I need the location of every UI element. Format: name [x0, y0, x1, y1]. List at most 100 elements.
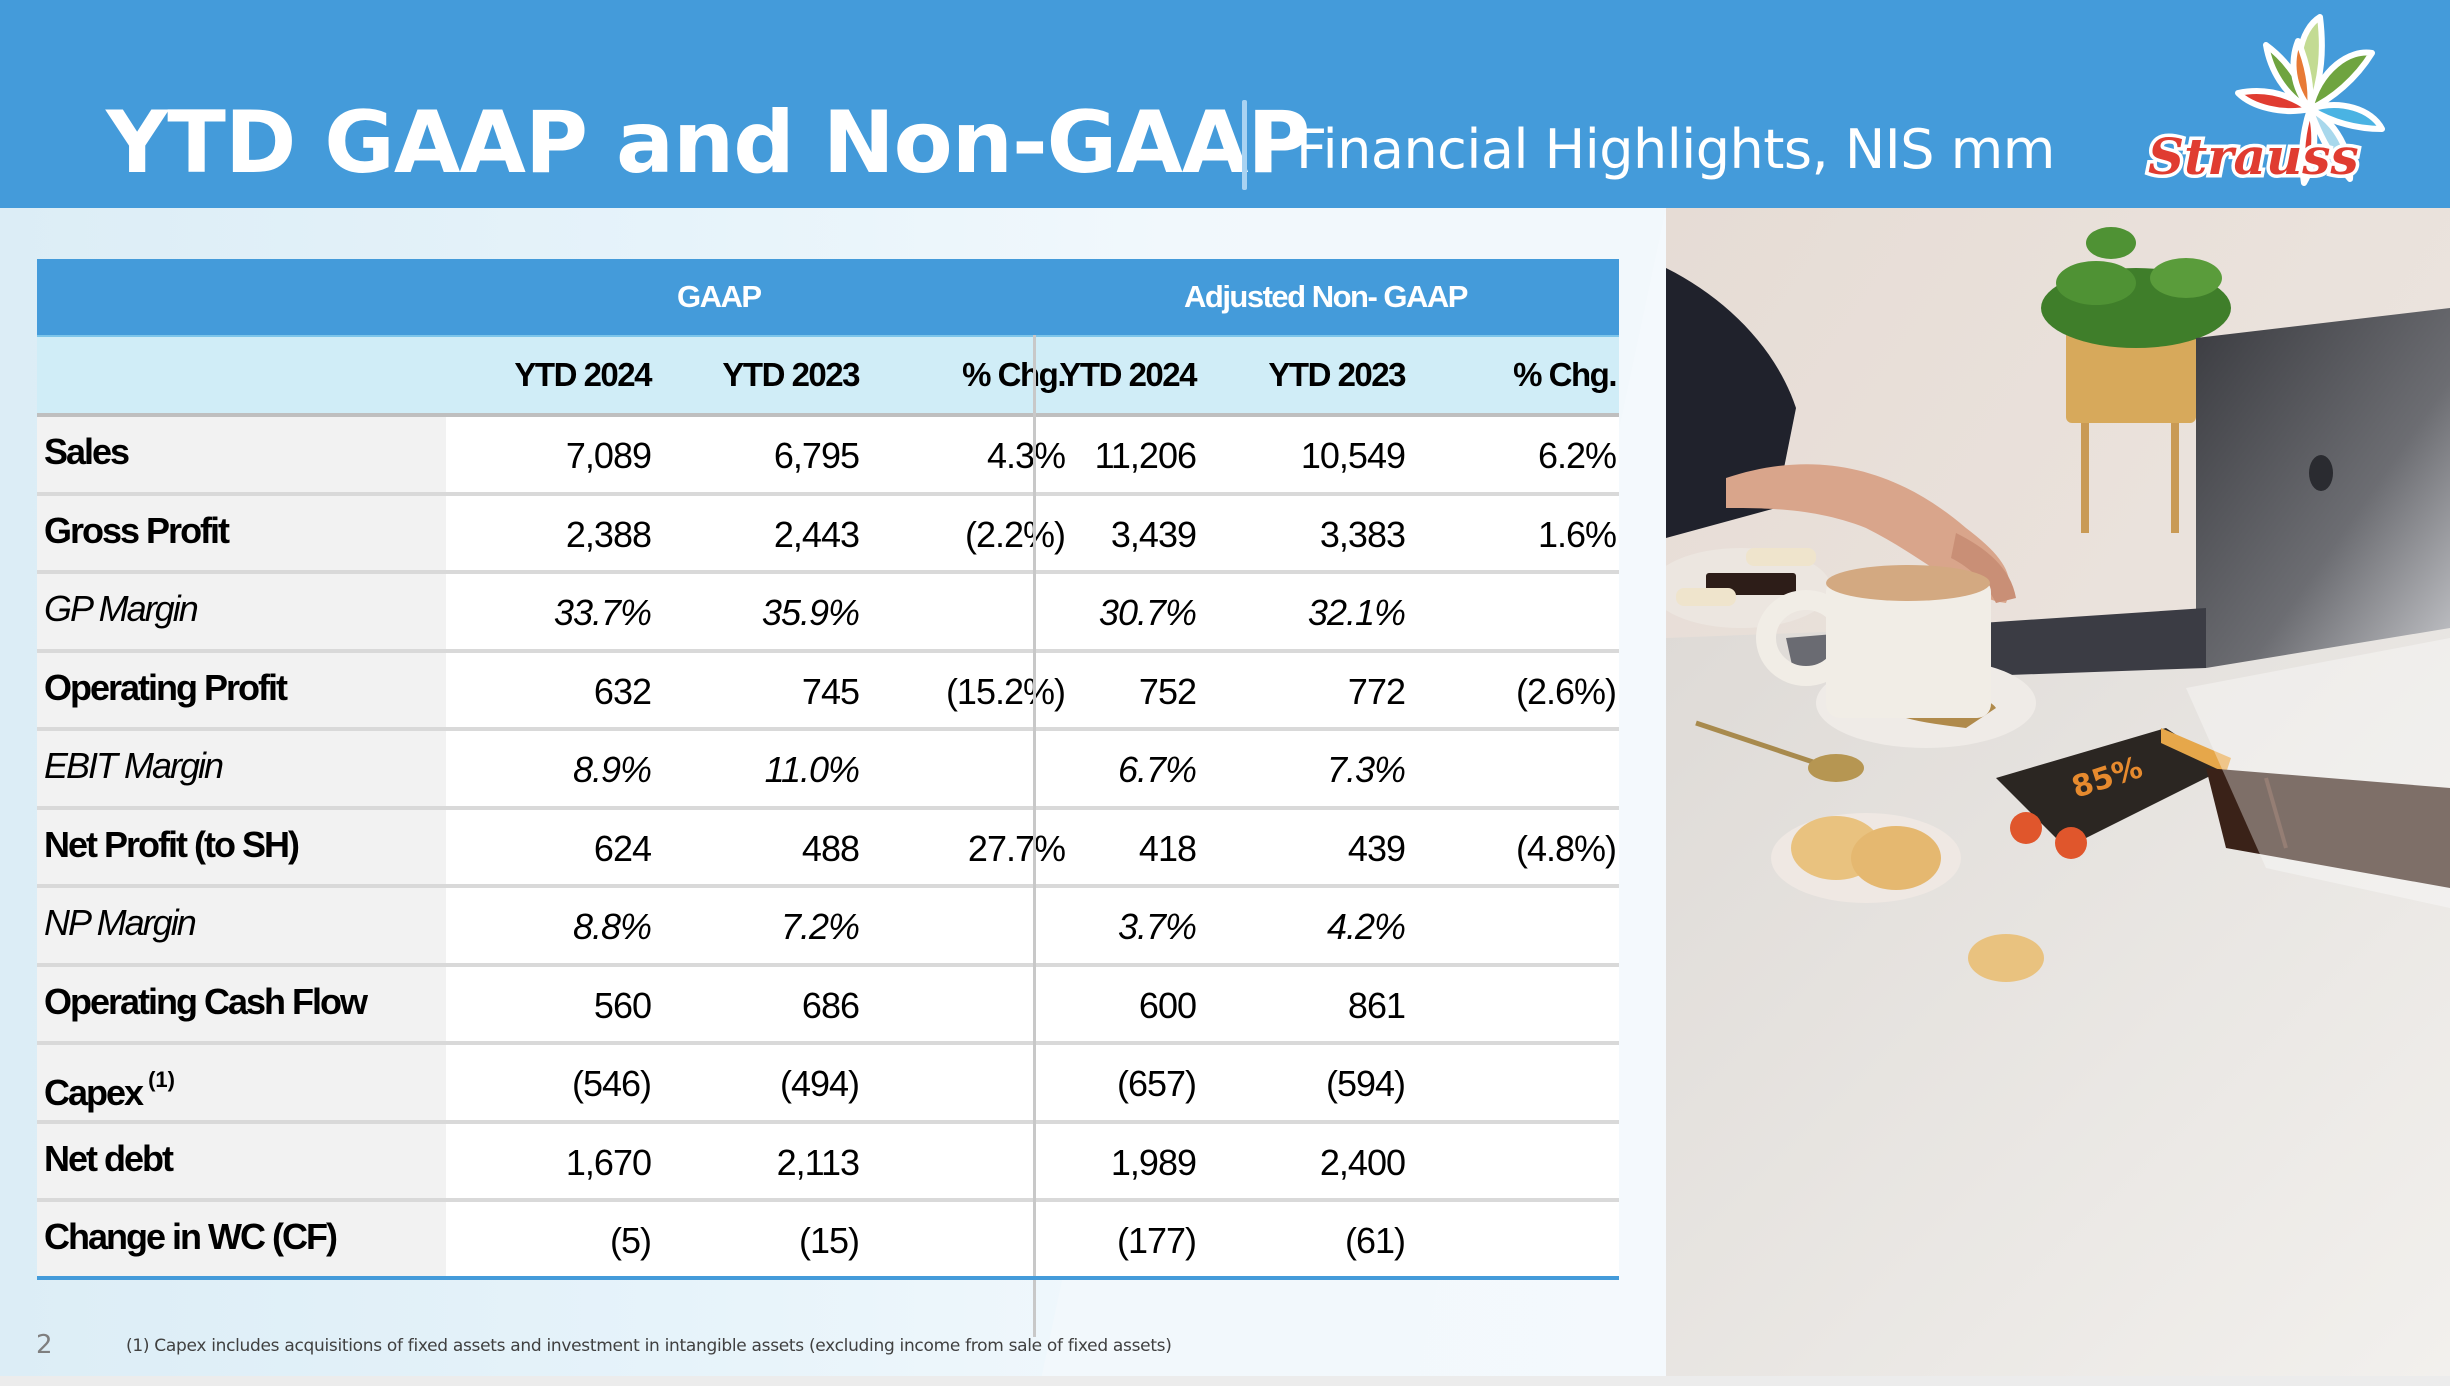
cell-nongaap-ytd2024: 6.7% [1117, 749, 1197, 790]
cell-nongaap-ytd2024: 1,989 [1110, 1141, 1197, 1183]
cell-gaap-ytd2024: 2,388 [565, 513, 652, 555]
table-row: Capex (1) (546) (494) (657) (594) [37, 1041, 1619, 1120]
row-label: Change in WC (CF) [44, 1202, 338, 1272]
row-label: EBIT Margin [44, 731, 224, 801]
cell-gaap-ytd2023: 6,795 [773, 435, 860, 476]
table-row: Net debt 1,670 2,113 1,989 2,400 [37, 1119, 1619, 1198]
cell-gaap-ytd2023: 2,113 [776, 1141, 860, 1183]
page-number: 2 [36, 1330, 53, 1360]
table-row: Operating Cash Flow 560 686 600 861 [37, 962, 1619, 1041]
cell-nongaap-chg: (4.8%) [1515, 827, 1617, 869]
cell-gaap-ytd2024: 8.8% [572, 906, 652, 947]
table-row: Change in WC (CF) (5) (15) (177) (61) [37, 1198, 1619, 1277]
cell-gaap-ytd2023: 2,443 [773, 513, 860, 555]
cell-nongaap-ytd2024: 3.7% [1117, 906, 1197, 947]
strauss-logo: Strauss [2145, 14, 2385, 190]
cell-nongaap-chg: (2.6%) [1515, 670, 1617, 712]
slide-title: YTD GAAP and Non-GAAP [106, 93, 1310, 193]
row-label-cell: EBIT Margin [37, 731, 446, 806]
table-row: NP Margin 8.8% 7.2% 3.7% 4.2% [37, 884, 1619, 963]
cell-gaap-ytd2024: 7,089 [565, 435, 652, 476]
cell-nongaap-ytd2023: 4.2% [1326, 906, 1406, 947]
row-label: NP Margin [44, 888, 197, 958]
row-label-cell: Gross Profit [37, 495, 446, 570]
col-header-nongaap-ytd2023: YTD 2023 [1268, 356, 1406, 393]
cell-gaap-chg: (2.2%) [964, 513, 1066, 555]
row-label-cell: Change in WC (CF) [37, 1202, 446, 1277]
col-header-nongaap-chg: % Chg. [1513, 356, 1617, 393]
cell-nongaap-ytd2024: (657) [1116, 1063, 1197, 1104]
group-header-non-gaap: Adjusted Non- GAAP [1184, 279, 1469, 314]
col-header-gaap-chg: % Chg. [962, 356, 1066, 393]
row-label-cell: Sales [37, 417, 446, 492]
row-label-cell: Operating Cash Flow [37, 966, 446, 1041]
cell-gaap-ytd2023: 35.9% [761, 592, 860, 633]
row-label: Sales [44, 417, 130, 487]
cell-gaap-chg: 4.3% [986, 435, 1066, 476]
footer-strip [0, 1376, 2450, 1386]
cell-nongaap-ytd2024: 30.7% [1098, 592, 1197, 633]
row-label-text: Operating Profit [44, 666, 288, 708]
row-label-cell: Capex (1) [37, 1045, 446, 1120]
row-label-text: GP Margin [44, 588, 199, 629]
cell-gaap-ytd2023: 488 [801, 827, 860, 869]
cell-gaap-ytd2024: 33.7% [553, 592, 652, 633]
title-bar: YTD GAAP and Non-GAAP Financial Highligh… [0, 0, 2450, 208]
cell-gaap-ytd2023: 686 [801, 984, 860, 1026]
cell-gaap-ytd2024: 632 [593, 670, 652, 712]
footnote-reference: (1) [148, 1067, 175, 1092]
cell-gaap-ytd2024: (5) [610, 1220, 652, 1261]
row-label-text: Net debt [44, 1137, 174, 1179]
cell-nongaap-ytd2023: 861 [1347, 984, 1406, 1026]
title-separator [1242, 100, 1247, 190]
cell-nongaap-ytd2023: 772 [1347, 670, 1406, 712]
row-label: Net Profit (to SH) [44, 810, 300, 880]
col-header-gaap-ytd2023: YTD 2023 [722, 356, 860, 393]
cell-nongaap-ytd2023: 7.3% [1326, 749, 1406, 790]
row-label-text: Gross Profit [44, 509, 230, 551]
row-label-text: EBIT Margin [44, 745, 224, 786]
table-row: Net Profit (to SH) 624 488 27.7% 418 439 (4.8%… [37, 805, 1619, 884]
row-label-text: Change in WC (CF) [44, 1216, 338, 1257]
cell-gaap-chg: (15.2%) [945, 670, 1066, 712]
lifestyle-photo: 85% [1666, 208, 2450, 1376]
table-row: Sales 7,089 6,795 4.3% 11,206 10,549 6.2% [37, 413, 1619, 492]
row-label: Operating Profit [44, 653, 288, 723]
table-bottom-rule [37, 1276, 1619, 1280]
table-row: Operating Profit 632 745 (15.2%) 752 772 (2.6%… [37, 648, 1619, 727]
cell-gaap-ytd2024: 560 [593, 984, 652, 1026]
cell-gaap-ytd2024: 624 [593, 827, 652, 869]
cell-nongaap-ytd2024: 3,439 [1110, 513, 1197, 555]
table-row: EBIT Margin 8.9% 11.0% 6.7% 7.3% [37, 727, 1619, 806]
group-header-gaap: GAAP [677, 279, 762, 314]
row-label: Net debt [44, 1124, 174, 1194]
cell-nongaap-ytd2023: 32.1% [1307, 592, 1406, 633]
row-label-text: Operating Cash Flow [44, 980, 368, 1022]
row-label-text: Capex [44, 1072, 144, 1113]
row-label-cell: Net Profit (to SH) [37, 809, 446, 884]
cell-gaap-ytd2024: 8.9% [572, 749, 652, 790]
cell-nongaap-ytd2023: 10,549 [1300, 435, 1406, 476]
row-label-cell: Net debt [37, 1123, 446, 1198]
group-header-row: GAAP Adjusted Non- GAAP [37, 259, 1619, 335]
row-label: GP Margin [44, 574, 199, 644]
cell-nongaap-chg: 6.2% [1537, 435, 1617, 476]
cell-nongaap-ytd2023: (594) [1325, 1063, 1406, 1104]
row-label-cell: NP Margin [37, 888, 446, 963]
cell-nongaap-ytd2023: (61) [1344, 1220, 1406, 1261]
logo-wordmark: Strauss [2148, 127, 2359, 186]
cell-gaap-ytd2023: (15) [798, 1220, 860, 1261]
cell-gaap-ytd2024: 1,670 [565, 1141, 652, 1183]
slide-subtitle: Financial Highlights, NIS mm [1296, 118, 2055, 181]
cell-nongaap-ytd2023: 3,383 [1319, 513, 1406, 555]
cell-gaap-ytd2023: 7.2% [780, 906, 860, 947]
cell-nongaap-ytd2024: 752 [1138, 670, 1197, 712]
table-row: GP Margin 33.7% 35.9% 30.7% 32.1% [37, 570, 1619, 649]
row-label-text: Sales [44, 431, 130, 472]
cell-gaap-chg: 27.7% [967, 827, 1066, 869]
row-label-cell: Operating Profit [37, 652, 446, 727]
cell-gaap-ytd2023: (494) [779, 1063, 860, 1104]
gaap-nongaap-divider [1033, 335, 1036, 1337]
cell-gaap-ytd2023: 745 [801, 670, 860, 712]
photo-illustration: 85% [1666, 208, 2450, 1376]
